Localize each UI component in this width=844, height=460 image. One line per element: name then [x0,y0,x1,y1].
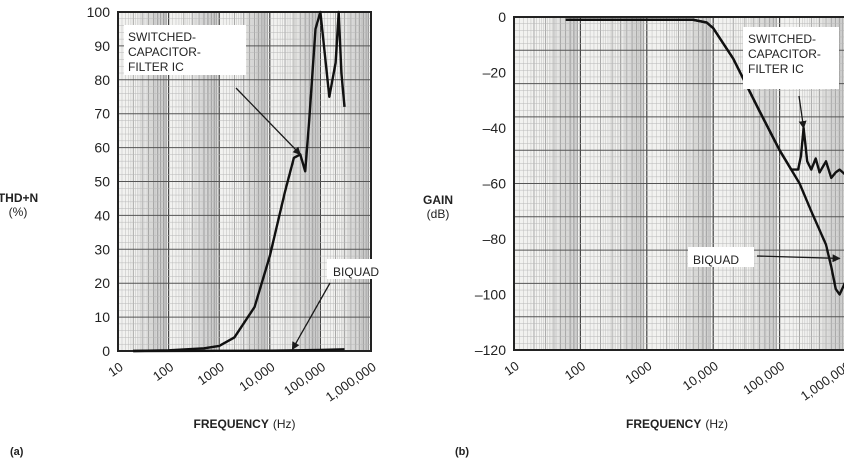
x-axis-label-unit: (Hz) [705,417,728,431]
x-axis-label: FREQUENCY (Hz) [626,417,728,431]
y-axis-label: GAIN [423,193,453,207]
y-axis-unit: (dB) [427,207,450,221]
panel-label: (a) [10,446,24,458]
callout-arrow [291,282,331,351]
callout-arrow [235,87,301,156]
y-tick-label: 70 [94,106,110,122]
x-axis-label-main: FREQUENCY [193,417,268,431]
x-tick-label: 1000 [622,358,654,387]
series-line-biquad [133,348,345,353]
callout-background [688,247,754,267]
x-tick-label: 100,000 [281,359,328,398]
callout-background [124,25,246,75]
y-tick-label: 0 [102,343,110,359]
x-axis-label-main: FREQUENCY [626,417,701,431]
callout-arrow [798,95,807,129]
series-label: CAPACITOR- [748,47,821,61]
series-label: SWITCHED- [128,30,196,44]
x-tick-label: 1,000,000 [798,358,844,403]
series-label: BIQUAD [693,253,739,267]
y-tick-label: 100 [87,4,111,20]
series-label: SWITCHED- [748,32,816,46]
panel-label: (b) [455,446,469,458]
series-label: FILTER IC [748,62,804,76]
y-tick-label: 40 [94,207,110,223]
callout-background [327,259,399,279]
callout-arrow [756,254,841,263]
y-axis-unit: (%) [9,205,28,219]
y-tick-label: –60 [483,176,507,192]
series-line-biquad [565,18,844,296]
callout-background [743,27,839,89]
x-axis-label: FREQUENCY (Hz) [193,417,295,431]
y-tick-label: 0 [498,9,506,25]
y-tick-label: 20 [94,275,110,291]
x-tick-label: 10 [501,358,521,379]
y-tick-label: 80 [94,72,110,88]
y-tick-label: 60 [94,140,110,156]
y-tick-label: –80 [483,231,507,247]
y-tick-label: –120 [475,342,506,358]
y-tick-label: 10 [94,309,110,325]
x-tick-label: 10,000 [680,358,721,393]
y-tick-label: 50 [94,174,110,190]
series-label: CAPACITOR- [128,45,201,59]
y-tick-label: 30 [94,241,110,257]
x-tick-label: 100,000 [740,358,787,397]
plot-frame [513,16,844,351]
y-tick-label: –100 [475,287,506,303]
x-tick-label: 1000 [195,359,227,388]
y-tick-label: –40 [483,120,507,136]
series-label: FILTER IC [128,60,184,74]
x-tick-label: 100 [562,358,588,383]
x-tick-label: 100 [150,359,176,384]
x-tick-label: 10,000 [236,359,277,394]
y-axis-label: THD+N [0,191,38,205]
x-axis-label-unit: (Hz) [273,417,296,431]
x-tick-label: 1,000,000 [323,359,379,404]
x-tick-label: 10 [105,359,125,380]
y-tick-label: 90 [94,38,110,54]
y-tick-label: –20 [483,65,507,81]
series-label: BIQUAD [333,265,379,279]
